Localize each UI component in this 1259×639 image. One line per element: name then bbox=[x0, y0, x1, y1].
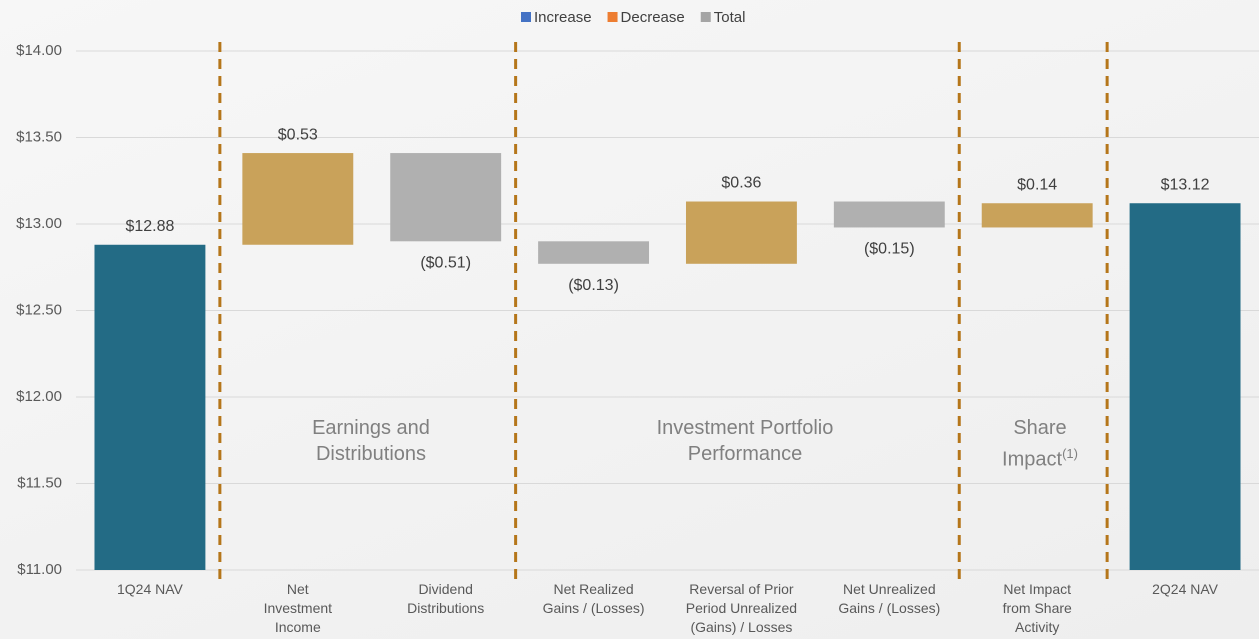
group-annotation: Share Impact(1) bbox=[910, 415, 1170, 473]
value-label: ($0.15) bbox=[864, 241, 915, 258]
x-tick-label: Net Unrealized Gains / (Losses) bbox=[838, 581, 941, 616]
y-tick-label: $13.50 bbox=[16, 128, 62, 145]
value-label: $0.36 bbox=[721, 175, 761, 192]
annotation-note: (1) bbox=[1062, 446, 1078, 461]
y-tick-label: $11.00 bbox=[17, 561, 62, 578]
legend-label: Increase bbox=[534, 9, 592, 26]
y-tick-label: $11.50 bbox=[17, 474, 62, 491]
annotation-text: Share Impact bbox=[1002, 417, 1067, 471]
bar bbox=[538, 241, 650, 264]
value-label: $13.12 bbox=[1161, 176, 1210, 193]
bar bbox=[390, 153, 502, 242]
legend-swatch bbox=[521, 12, 531, 22]
x-tick-label: Reversal of Prior Period Unrealized (Gai… bbox=[685, 581, 798, 635]
bar bbox=[833, 201, 945, 228]
annotation-text: Investment Portfolio Performance bbox=[656, 417, 834, 465]
y-tick-label: $13.00 bbox=[16, 215, 62, 232]
legend-swatch bbox=[607, 12, 618, 22]
x-tick-label: Net Investment Income bbox=[263, 581, 333, 635]
value-label: $0.14 bbox=[1017, 176, 1057, 193]
annotation-text: Earnings and Distributions bbox=[312, 417, 430, 465]
legend-label: Decrease bbox=[621, 9, 685, 26]
y-tick-label: $12.00 bbox=[16, 388, 62, 405]
group-annotation: Investment Portfolio Performance bbox=[615, 415, 875, 467]
bar bbox=[1129, 203, 1241, 571]
bar bbox=[94, 244, 206, 570]
value-label: $12.88 bbox=[125, 218, 174, 235]
x-tick-label: 1Q24 NAV bbox=[116, 581, 183, 597]
legend-label: Total bbox=[714, 9, 746, 26]
value-label: $0.53 bbox=[278, 126, 318, 143]
group-annotation: Earnings and Distributions bbox=[241, 415, 501, 467]
y-tick-label: $12.50 bbox=[16, 301, 62, 318]
bar bbox=[242, 153, 354, 245]
x-tick-label: 2Q24 NAV bbox=[1152, 581, 1218, 597]
x-tick-label: Net Realized Gains / (Losses) bbox=[542, 581, 645, 616]
legend-swatch bbox=[700, 12, 711, 22]
bar bbox=[981, 203, 1093, 228]
bar bbox=[685, 201, 797, 264]
value-label: ($0.13) bbox=[568, 277, 619, 294]
x-tick-label: Dividend Distributions bbox=[407, 581, 485, 616]
x-tick-label: Net Impact from Share Activity bbox=[1002, 581, 1072, 635]
y-tick-label: $14.00 bbox=[16, 42, 62, 59]
value-label: ($0.51) bbox=[420, 255, 471, 272]
